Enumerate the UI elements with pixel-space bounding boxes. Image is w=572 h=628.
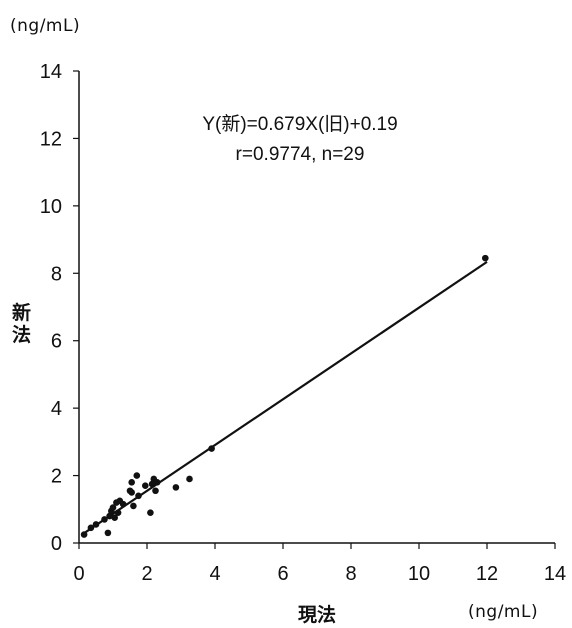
data-point — [114, 509, 122, 516]
equation-annotation: Y(新)=0.679X(旧)+0.19 — [202, 113, 397, 135]
tick-labels: 0 2 4 6 8 10 12 14 0 2 4 6 8 10 12 14 — [40, 61, 566, 585]
y-tick-label: 12 — [40, 128, 62, 150]
regression-line-group — [81, 260, 488, 536]
y-axis-label-line2: 法 — [12, 324, 32, 346]
y-tick-label: 6 — [51, 331, 62, 353]
data-point — [148, 480, 156, 488]
y-unit-label: (ng/mL) — [10, 16, 81, 36]
correlation-annotation: r=0.9774, n=29 — [236, 144, 365, 165]
x-tick-label: 2 — [141, 563, 152, 585]
data-point — [128, 479, 135, 486]
x-unit-label: (ng/mL) — [468, 602, 539, 622]
data-point — [482, 254, 489, 262]
data-point — [92, 521, 100, 528]
x-tick-label: 6 — [277, 563, 288, 585]
data-point — [80, 531, 88, 538]
x-tick-label: 14 — [544, 563, 566, 585]
data-point — [109, 504, 117, 511]
y-tick-label: 0 — [51, 533, 62, 555]
data-points — [80, 254, 489, 538]
data-point — [130, 502, 137, 510]
data-point — [101, 516, 108, 523]
data-point — [119, 500, 127, 508]
y-tick-label: 10 — [40, 196, 62, 218]
axes — [73, 70, 556, 549]
data-point — [172, 484, 180, 491]
data-point — [111, 514, 118, 522]
x-tick-label: 4 — [209, 563, 220, 585]
y-tick-label: 14 — [40, 61, 62, 83]
data-point — [133, 472, 141, 479]
regression-line — [81, 260, 488, 536]
y-axis-label-line1: 新 — [12, 302, 32, 324]
data-point — [142, 482, 149, 489]
x-tick-label: 12 — [476, 563, 498, 585]
y-tick-label: 4 — [51, 398, 62, 420]
y-tick-label: 2 — [51, 466, 62, 488]
data-point — [208, 445, 215, 452]
data-point — [106, 512, 113, 520]
data-point — [147, 509, 154, 516]
data-point — [128, 489, 135, 496]
x-tick-label: 0 — [73, 563, 84, 585]
data-point — [152, 487, 159, 495]
y-tick-label: 8 — [51, 263, 62, 285]
x-axis-label: 現法 — [298, 604, 337, 626]
y-axis-label: 新 法 — [12, 302, 34, 346]
x-tick-label: 8 — [345, 563, 356, 585]
data-point — [186, 475, 193, 483]
data-point — [135, 492, 142, 500]
data-point — [104, 529, 112, 537]
data-point — [87, 524, 95, 532]
x-tick-label: 10 — [408, 563, 430, 585]
data-point — [153, 479, 161, 486]
